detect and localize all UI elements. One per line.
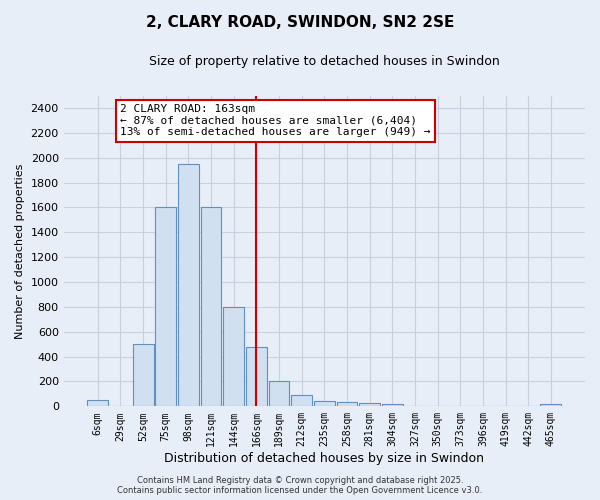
Bar: [155, 208, 176, 406]
Bar: [314, 402, 335, 406]
Bar: [246, 346, 267, 406]
Bar: [133, 344, 154, 406]
Bar: [178, 164, 199, 406]
Bar: [88, 400, 108, 406]
Text: 2, CLARY ROAD, SWINDON, SN2 2SE: 2, CLARY ROAD, SWINDON, SN2 2SE: [146, 15, 454, 30]
Bar: [291, 395, 312, 406]
Text: Contains HM Land Registry data © Crown copyright and database right 2025.
Contai: Contains HM Land Registry data © Crown c…: [118, 476, 482, 495]
Bar: [359, 403, 380, 406]
X-axis label: Distribution of detached houses by size in Swindon: Distribution of detached houses by size …: [164, 452, 484, 465]
Title: Size of property relative to detached houses in Swindon: Size of property relative to detached ho…: [149, 55, 500, 68]
Y-axis label: Number of detached properties: Number of detached properties: [15, 164, 25, 338]
Bar: [337, 402, 358, 406]
Bar: [541, 404, 562, 406]
Bar: [382, 404, 403, 406]
Bar: [223, 307, 244, 406]
Bar: [269, 382, 289, 406]
Text: 2 CLARY ROAD: 163sqm
← 87% of detached houses are smaller (6,404)
13% of semi-de: 2 CLARY ROAD: 163sqm ← 87% of detached h…: [121, 104, 431, 138]
Bar: [200, 208, 221, 406]
